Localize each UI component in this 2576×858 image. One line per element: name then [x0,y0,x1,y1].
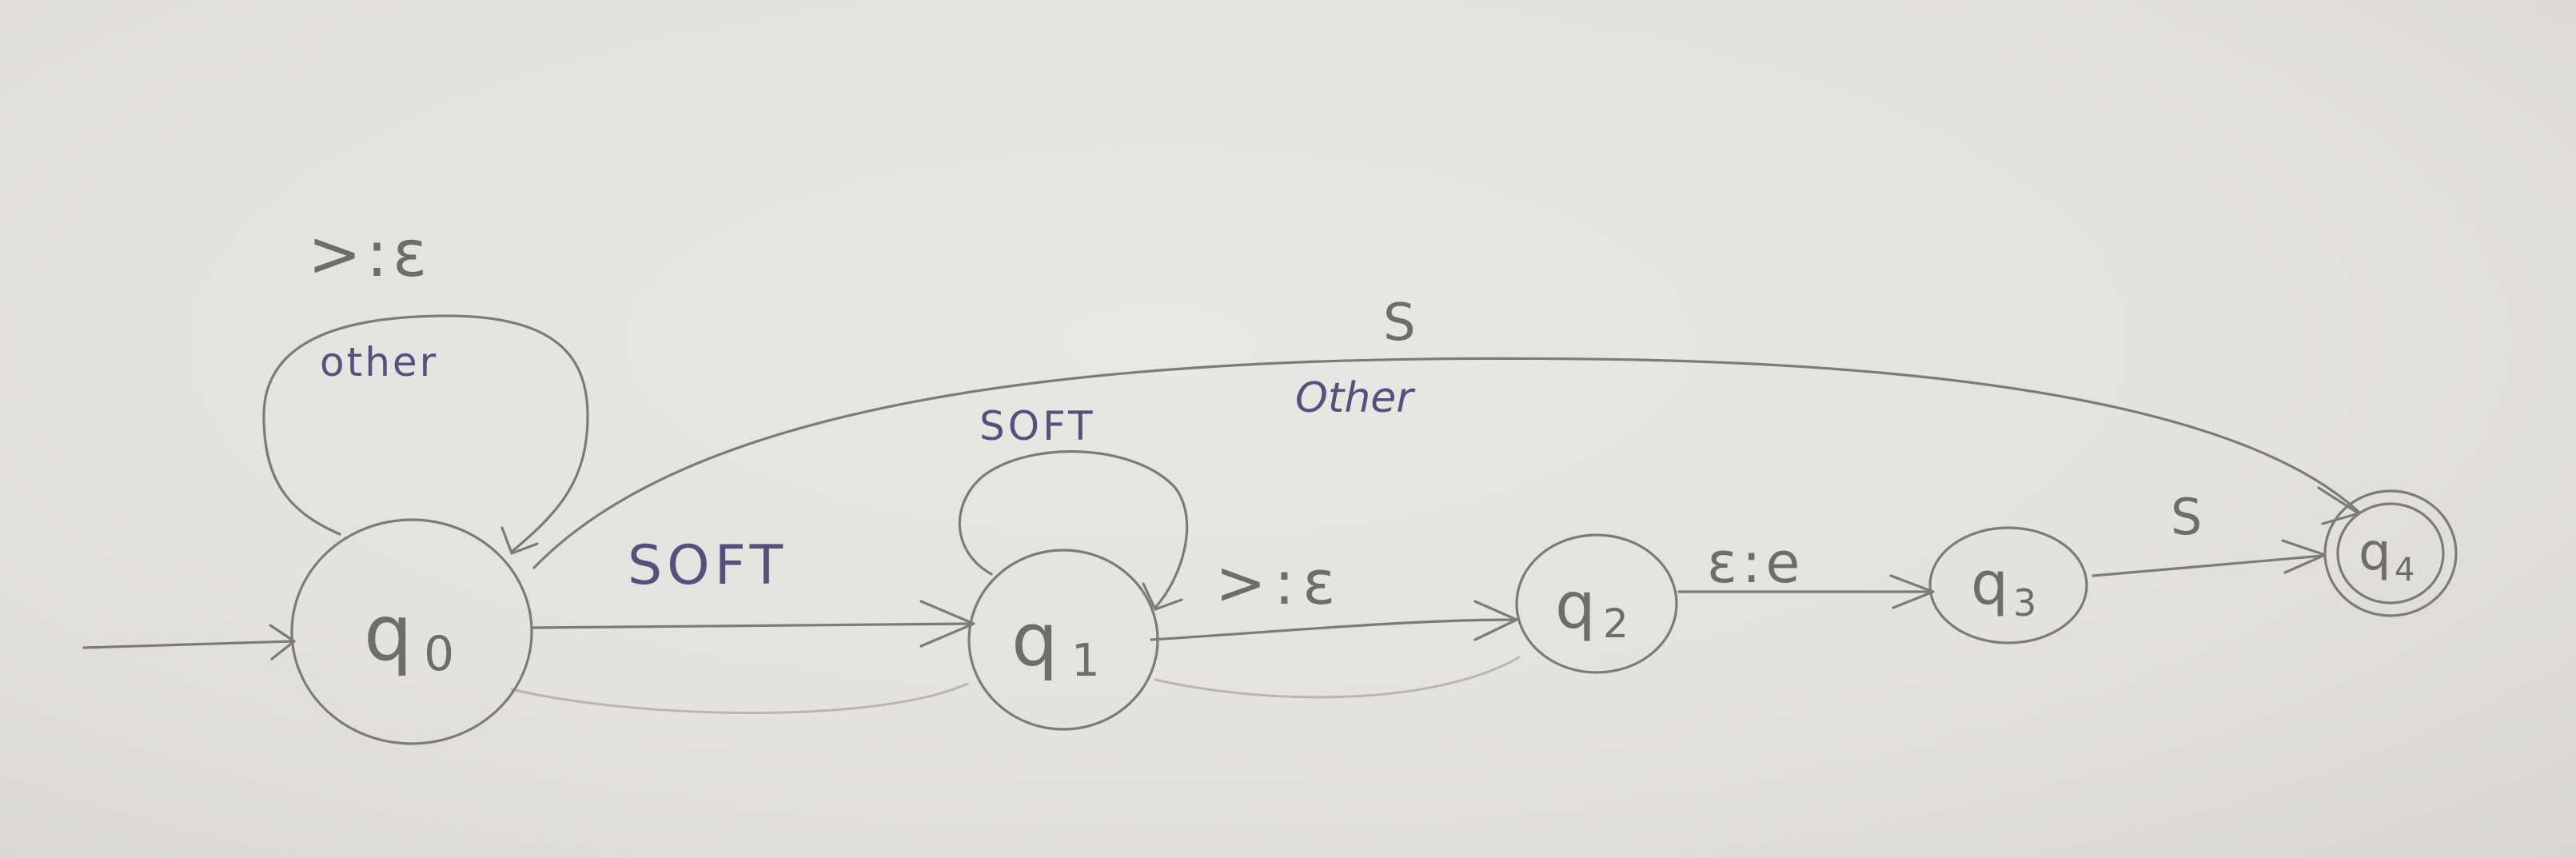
label-q0-loop-top: >:ε [308,217,432,291]
state-q2: q 2 [1515,533,1678,674]
state-q1-subscript: 1 [1071,635,1100,687]
label-q2-to-q3: ε:e [1707,530,1805,596]
label-q1-loop: SOFT [979,403,1096,449]
q0-self-loop [262,314,589,555]
q1-self-loop [958,450,1189,611]
label-q3-to-q4: S [2171,488,2202,546]
state-q3-label: q [1971,549,2008,618]
edge-q0-to-q1 [530,600,975,648]
state-q0-label: q [364,589,413,678]
label-q0-to-q4-top: S [1383,293,1416,353]
edge-q0-to-q4 [532,357,2360,569]
state-q4-label: q [2359,523,2391,582]
state-q1: q 1 [967,549,1159,731]
state-q1-label: q [1011,597,1058,683]
start-arrow [82,624,296,660]
edge-q3-to-q4 [2092,539,2327,577]
state-q0-subscript: 0 [424,626,454,682]
erased-edge-q1-to-q0 [510,682,969,714]
edge-q1-to-q2 [1150,600,1518,641]
label-q0-to-q1: SOFT [628,534,788,597]
state-q3: q 3 [1928,526,2088,644]
erased-edge-q2-to-q1 [1154,656,1521,699]
label-q1-to-q2: >:ε [1215,547,1343,618]
edge-q2-to-q3 [1677,574,1935,609]
state-q3-subscript: 3 [2013,581,2036,625]
state-q2-subscript: 2 [1603,601,1629,647]
label-q0-to-q4-inner: Other [1295,374,1416,422]
state-q0: q 0 [290,518,533,745]
label-q0-loop-inner: other [320,339,438,385]
state-q2-label: q [1555,569,1596,643]
state-q4-accepting: q 4 [2323,489,2458,617]
state-q4-subscript: 4 [2395,552,2415,589]
